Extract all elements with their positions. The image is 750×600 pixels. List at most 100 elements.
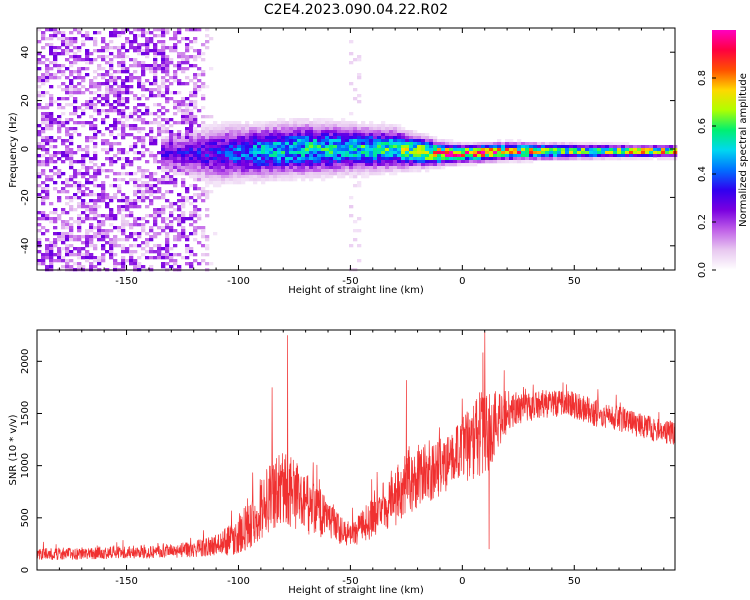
heatmap-cell [321,166,326,170]
heatmap-cell [249,145,254,149]
heatmap-cell [289,121,294,125]
heatmap-cell [337,124,342,128]
heatmap-cell [77,115,82,119]
heatmap-cell [93,211,98,215]
heatmap-cell [385,151,390,155]
heatmap-cell [69,112,74,116]
heatmap-cell [293,175,298,179]
heatmap-cell [177,169,182,173]
heatmap-cell [377,154,382,158]
heatmap-cell [349,121,354,125]
heatmap-cell [205,235,210,239]
heatmap-cell [41,142,46,146]
heatmap-cell [501,148,506,152]
heatmap-cell [233,172,238,176]
heatmap-cell [173,253,178,257]
heatmap-cell [345,151,350,155]
heatmap-cell [329,163,334,167]
heatmap-cell [565,145,570,149]
heatmap-cell [109,109,114,113]
heatmap-cell [49,121,54,125]
heatmap-cell [381,142,386,146]
heatmap-cell [65,184,70,188]
heatmap-cell [405,136,410,140]
heatmap-cell [325,142,330,146]
heatmap-cell [309,142,314,146]
heatmap-cell [517,139,522,143]
heatmap-cell [369,139,374,143]
heatmap-cell [525,154,530,158]
heatmap-cell [509,160,514,164]
heatmap-cell [65,151,70,155]
heatmap-cell [129,43,134,47]
heatmap-cell [145,112,150,116]
heatmap-cell [541,157,546,161]
heatmap-cell [201,166,206,170]
heatmap-cell [173,49,178,53]
heatmap-cell [121,46,126,50]
heatmap-cell [149,184,154,188]
heatmap-cell [81,43,86,47]
heatmap-cell [385,124,390,128]
heatmap-cell [153,244,158,248]
heatmap-cell [45,196,50,200]
heatmap-cell [161,205,166,209]
heatmap-cell [385,133,390,137]
heatmap-cell [381,121,386,125]
heatmap-cell [201,232,206,236]
heatmap-cell [149,139,154,143]
heatmap-cell [153,118,158,122]
heatmap-cell [249,142,254,146]
heatmap-cell [353,175,358,179]
heatmap-cell [129,259,134,263]
heatmap-cell [205,172,210,176]
heatmap-cell [313,151,318,155]
heatmap-cell [325,169,330,173]
heatmap-cell [161,79,166,83]
heatmap-cell [217,133,222,137]
heatmap-cell [273,154,278,158]
heatmap-cell [105,70,110,74]
heatmap-cell [65,49,70,53]
heatmap-cell [77,31,82,35]
heatmap-cell [129,262,134,266]
heatmap-cell [177,163,182,167]
heatmap-cell [141,229,146,233]
heatmap-cell [165,253,170,257]
heatmap-cell [65,244,70,248]
heatmap-cell [49,253,54,257]
heatmap-cell [161,61,166,65]
heatmap-cell [169,253,174,257]
heatmap-cell [153,46,158,50]
heatmap-cell [221,124,226,128]
heatmap-cell [129,226,134,230]
heatmap-cell [81,121,86,125]
heatmap-cell [169,163,174,167]
heatmap-cell [165,181,170,185]
heatmap-cell [185,148,190,152]
heatmap-cell [89,91,94,95]
heatmap-cell [177,133,182,137]
heatmap-cell [381,145,386,149]
heatmap-cell [157,28,162,32]
heatmap-cell [181,196,186,200]
heatmap-cell [301,133,306,137]
heatmap-cell [89,217,94,221]
heatmap-cell [345,127,350,131]
heatmap-cell [117,142,122,146]
heatmap-cell [637,148,642,152]
heatmap-cell [561,148,566,152]
heatmap-cell [69,127,74,131]
heatmap-cell [137,103,142,107]
heatmap-cell [45,238,50,242]
heatmap-cell [173,136,178,140]
heatmap-cell [69,226,74,230]
heatmap-cell [349,175,354,179]
heatmap-cell [165,118,170,122]
heatmap-cell [309,133,314,137]
heatmap-cell [145,169,150,173]
heatmap-cell [185,133,190,137]
heatmap-cell [229,136,234,140]
heatmap-cell [109,163,114,167]
